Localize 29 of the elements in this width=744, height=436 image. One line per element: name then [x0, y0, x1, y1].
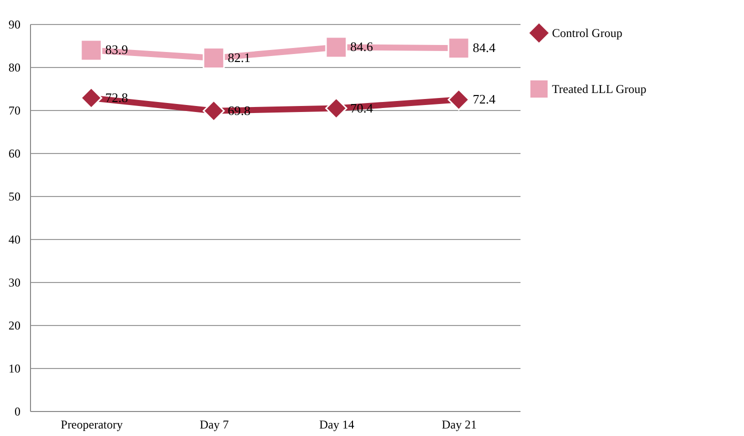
point [325, 97, 348, 120]
y-tick-label: 50 [8, 190, 20, 204]
x-tick-label: Day 14 [319, 418, 354, 432]
y-tick-label: 90 [8, 18, 20, 32]
y-tick-label: 70 [8, 104, 20, 118]
x-tick-label: Preoperatory [60, 418, 123, 432]
y-tick-label: 0 [14, 404, 20, 418]
data-label: 84.6 [350, 39, 374, 54]
x-tick-label: Day 7 [200, 418, 229, 432]
x-tick-label: Day 21 [442, 418, 477, 432]
data-label: 84.4 [472, 40, 496, 56]
y-tick-label: 40 [8, 232, 20, 246]
data-label: 72.4 [472, 92, 496, 107]
point [202, 46, 225, 69]
y-tick-label: 30 [8, 276, 20, 290]
point [202, 100, 225, 122]
point [448, 88, 470, 111]
point [448, 37, 470, 60]
legend-label: Control Group [552, 26, 622, 40]
y-tick-label: 20 [8, 318, 20, 332]
y-tick-label: 80 [8, 60, 20, 74]
legend-label: Treated LLL Group [552, 82, 646, 96]
point [80, 39, 102, 62]
data-label: 83.9 [105, 42, 128, 58]
point [325, 36, 348, 58]
y-tick-label: 60 [8, 146, 20, 160]
point [80, 86, 102, 109]
y-tick-label: 10 [8, 362, 20, 376]
data-label: 82.1 [228, 50, 250, 65]
